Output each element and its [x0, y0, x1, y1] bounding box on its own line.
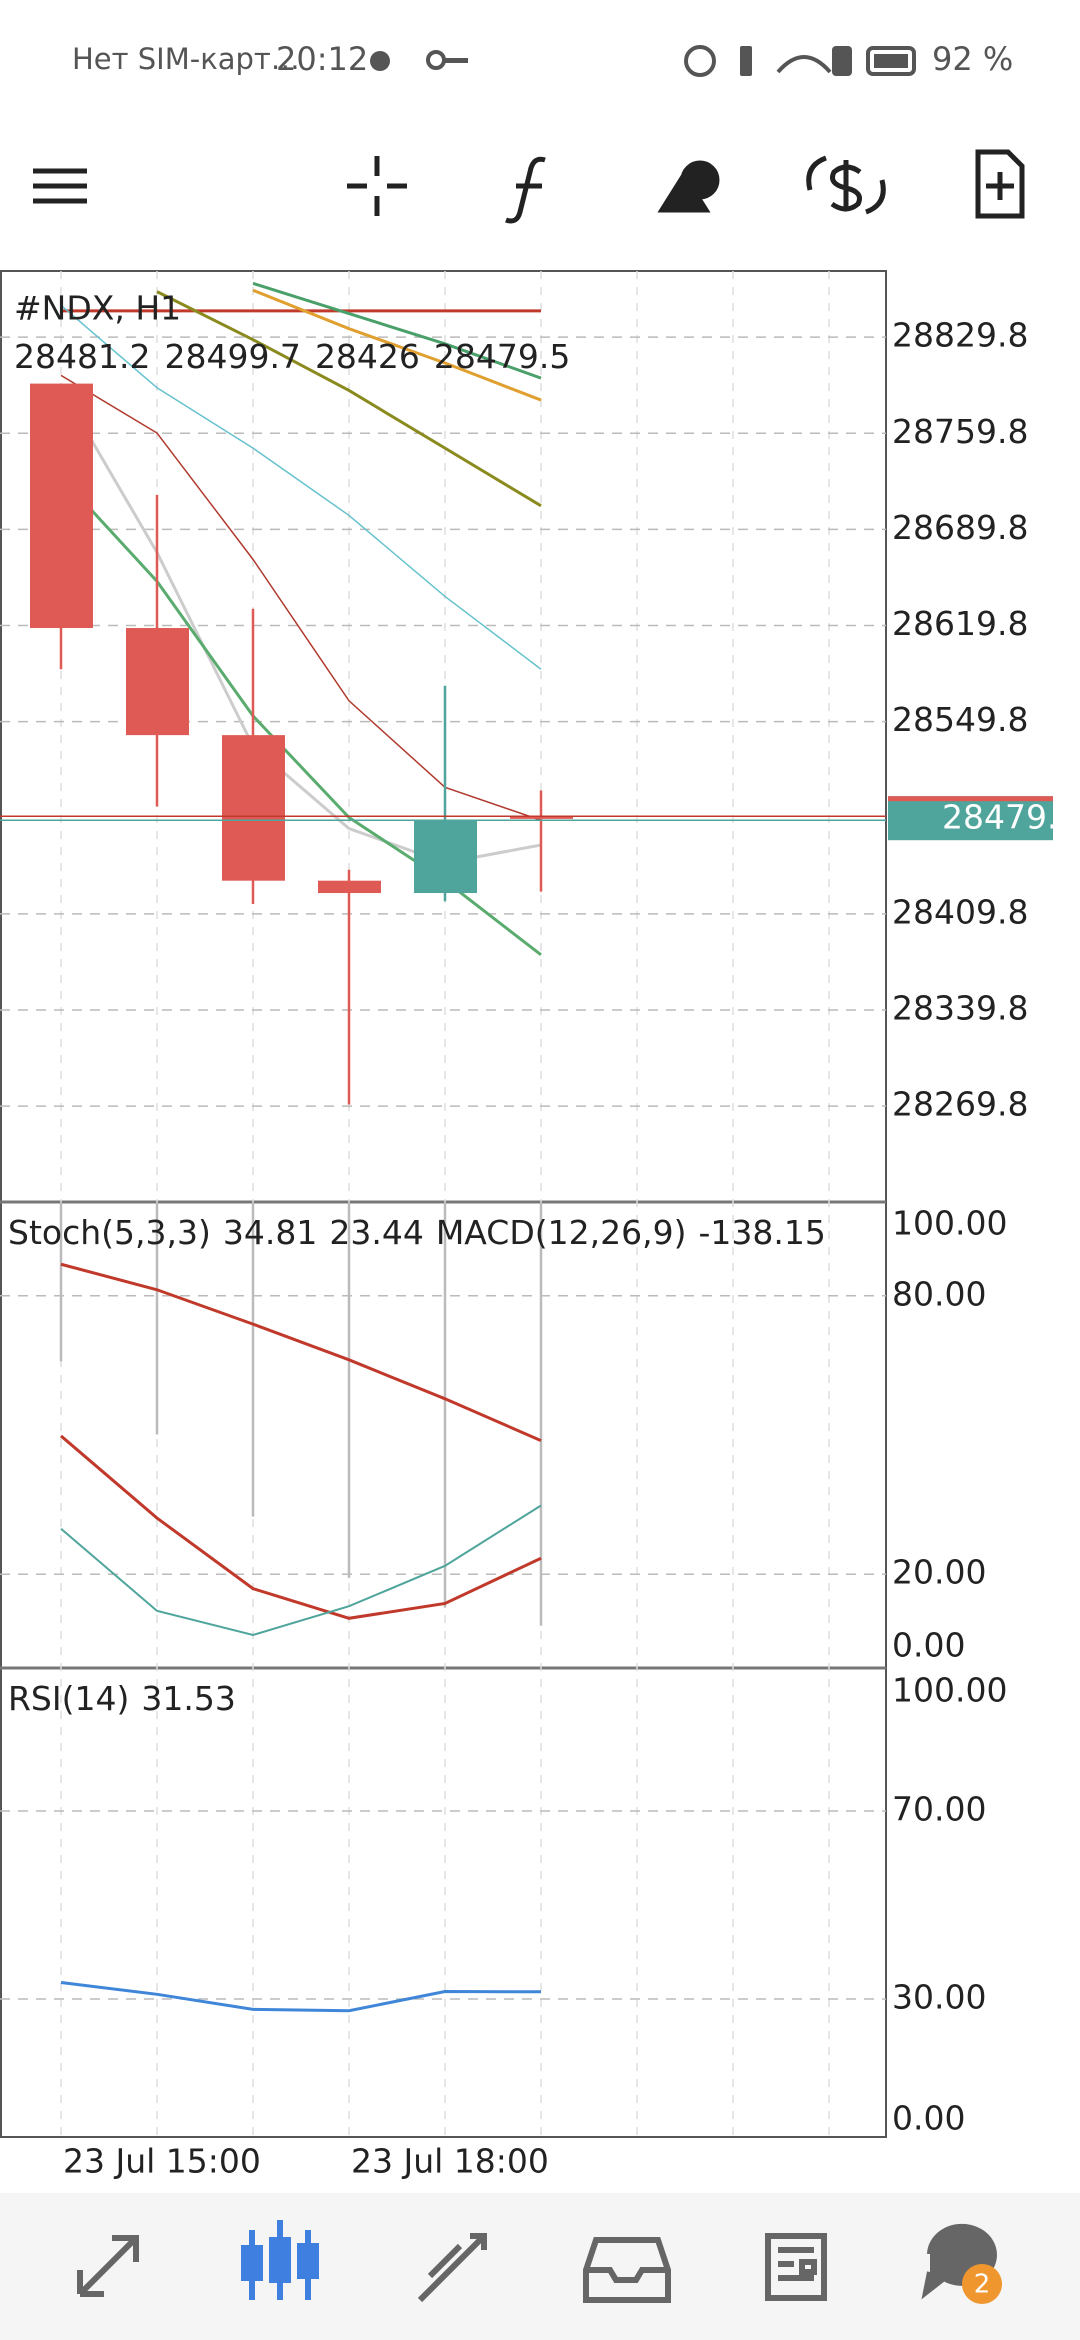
trade-button[interactable]	[806, 155, 886, 215]
nav-news[interactable]	[765, 2233, 827, 2301]
rsi-label: RSI(14) 31.53	[8, 1679, 236, 1718]
y-tick-label: 28619.8	[892, 604, 1028, 643]
y-tick-label: 28409.8	[892, 892, 1028, 931]
nav-trade[interactable]	[417, 2233, 487, 2303]
ohlc-high: 28499.7	[164, 337, 300, 376]
y-tick-label: 80.00	[892, 1274, 986, 1313]
candle-body	[510, 815, 573, 819]
y-tick-label: 0.00	[892, 1626, 965, 1665]
stoch-part: 23.44	[329, 1213, 423, 1252]
ohlc-low: 28426	[315, 337, 420, 376]
rsi-name: RSI(14)	[8, 1679, 129, 1718]
candle-body	[414, 820, 477, 894]
indicator-line	[60, 1262, 542, 1442]
y-tick-label: 100.00	[892, 1671, 1007, 1710]
indicators-button[interactable]	[505, 156, 546, 224]
bottom-nav	[0, 2193, 1080, 2340]
symbol: #NDX, H1	[14, 289, 181, 328]
y-tick-label: 30.00	[892, 1978, 986, 2017]
candle-body	[318, 880, 381, 894]
nav-history[interactable]	[583, 2237, 671, 2303]
y-tick-label: 28759.8	[892, 412, 1028, 451]
price-tag-label: 28479.5	[942, 798, 1078, 837]
y-tick-label: 28689.8	[892, 508, 1028, 547]
y-tick-label: 20.00	[892, 1553, 986, 1592]
indicator-line	[60, 1434, 542, 1620]
stoch-part: Stoch(5,3,3)	[8, 1213, 211, 1252]
badge-count: 2	[974, 2270, 991, 2300]
new-order-button[interactable]	[975, 149, 1025, 219]
chart-frame	[0, 270, 887, 2138]
carrier: Нет SIM-карт…	[72, 42, 300, 76]
stoch-part: 34.81	[223, 1213, 317, 1252]
indicator-line	[252, 288, 542, 402]
indicator-line	[60, 1504, 542, 1637]
nav-chart[interactable]	[241, 2220, 319, 2300]
badge	[962, 2264, 1002, 2304]
candle-body	[126, 628, 189, 736]
stoch-label: Stoch(5,3,3) 34.81 23.44 MACD(12,26,9) -138.…	[8, 1213, 826, 1252]
y-tick-label: 28339.8	[892, 989, 1028, 1028]
battery-level: 92 %	[932, 40, 1013, 78]
y-tick-label: 28549.8	[892, 700, 1028, 739]
toolbar	[33, 149, 1025, 224]
plot	[30, 281, 573, 1105]
stoch-part: -138.15	[698, 1213, 825, 1252]
indicator-line	[60, 1981, 542, 2013]
ohlc: 28481.2 28499.7 28426 28479.5	[14, 337, 570, 376]
price-tag	[888, 796, 1053, 841]
indicator-line	[60, 374, 542, 821]
y-tick-label: 28829.8	[892, 316, 1028, 355]
price-tag-top	[888, 796, 1053, 802]
nav-quotes[interactable]	[77, 2235, 139, 2297]
candle-body	[222, 735, 285, 881]
stoch-part: MACD(12,26,9)	[436, 1213, 687, 1252]
x-tick-label: 23 Jul 18:00	[351, 2142, 549, 2181]
menu-button[interactable]	[33, 168, 87, 204]
y-tick-label: 0.00	[892, 2099, 965, 2138]
candle-body	[30, 383, 93, 629]
rsi-value: 31.53	[141, 1679, 235, 1718]
indicator-line	[60, 304, 542, 670]
crosshair-button[interactable]	[347, 156, 407, 216]
objects-button[interactable]	[657, 160, 720, 213]
y-tick-label: 28269.8	[892, 1085, 1028, 1124]
indicator-line	[156, 290, 542, 508]
x-tick-label: 23 Jul 15:00	[63, 2142, 261, 2181]
y-tick-label: 100.00	[892, 1204, 1007, 1243]
indicator-line	[252, 281, 542, 380]
y-tick-label: 70.00	[892, 1790, 986, 1829]
clock: 20:12	[276, 40, 368, 78]
ohlc-open: 28481.2	[14, 337, 150, 376]
ohlc-close: 28479.5	[434, 337, 570, 376]
status-icons	[370, 45, 916, 77]
